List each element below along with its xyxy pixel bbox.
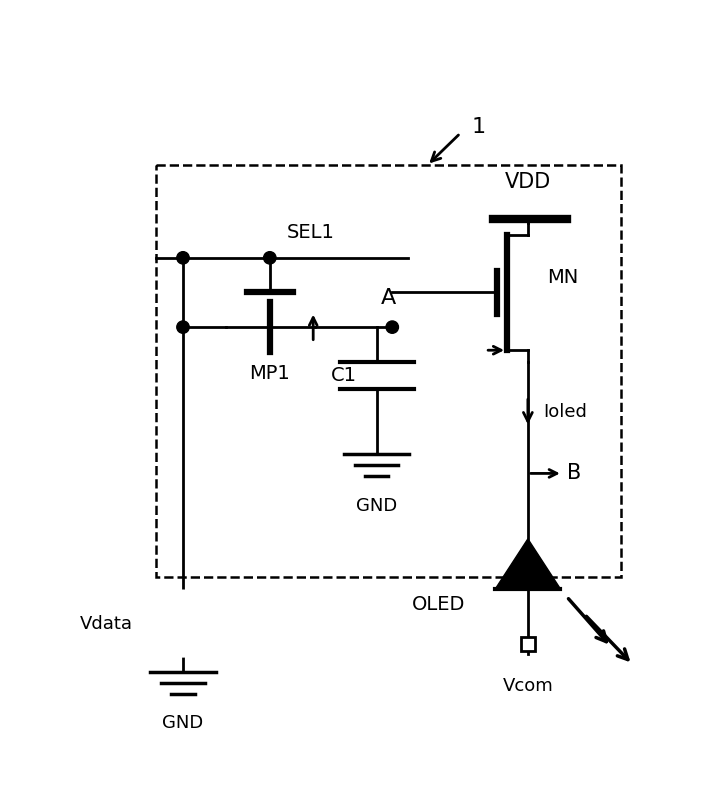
- Text: GND: GND: [163, 714, 204, 732]
- Text: C1: C1: [331, 366, 357, 385]
- Text: B: B: [567, 464, 581, 484]
- Polygon shape: [495, 539, 560, 589]
- Text: Ioled: Ioled: [544, 403, 588, 421]
- Circle shape: [150, 591, 215, 656]
- Bar: [521, 637, 535, 650]
- Text: GND: GND: [356, 497, 397, 514]
- Circle shape: [177, 321, 189, 333]
- Text: OLED: OLED: [412, 595, 465, 614]
- Text: 1: 1: [472, 117, 485, 137]
- Text: MP1: MP1: [249, 364, 290, 383]
- Circle shape: [264, 252, 276, 264]
- Text: Vcom: Vcom: [503, 678, 553, 695]
- Text: MN: MN: [547, 268, 578, 287]
- Circle shape: [177, 252, 189, 264]
- Text: Vdata: Vdata: [80, 614, 132, 633]
- Bar: [156, 166, 621, 578]
- Text: A: A: [381, 288, 396, 308]
- Text: SEL1: SEL1: [287, 223, 335, 243]
- Circle shape: [386, 321, 398, 333]
- Text: VDD: VDD: [505, 172, 551, 192]
